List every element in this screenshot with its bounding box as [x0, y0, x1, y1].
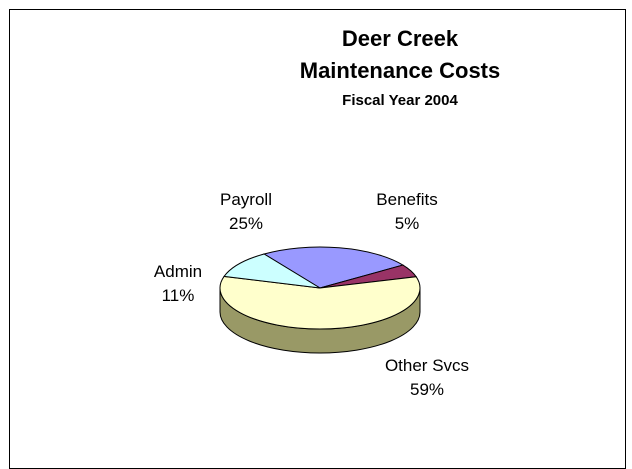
- slice-label-admin: Admin: [154, 262, 202, 281]
- pie-slice-other-svcs: [219, 275, 421, 330]
- pie-slices: [219, 246, 421, 330]
- slice-percent-admin: 11%: [162, 286, 195, 305]
- chart-frame: [9, 9, 626, 469]
- slice-label-benefits: Benefits: [376, 190, 437, 209]
- slice-percent-benefits: 5%: [395, 214, 420, 233]
- chart-title: Deer Creek: [341, 26, 459, 51]
- slice-label-other-svcs: Other Svcs: [385, 356, 469, 375]
- slice-label-payroll: Payroll: [220, 190, 272, 209]
- pie-labels: Payroll 25% Benefits 5% Other Svcs 59% Admin 11…: [154, 190, 469, 399]
- pie-slice-payroll: [262, 246, 405, 289]
- slice-percent-other-svcs: 59%: [410, 380, 444, 399]
- slice-percent-payroll: 25%: [229, 214, 263, 233]
- chart-subtitle: Fiscal Year 2004: [342, 92, 458, 109]
- chart-title-line2: Maintenance Costs: [299, 58, 501, 83]
- pie-slice-admin: [223, 253, 321, 289]
